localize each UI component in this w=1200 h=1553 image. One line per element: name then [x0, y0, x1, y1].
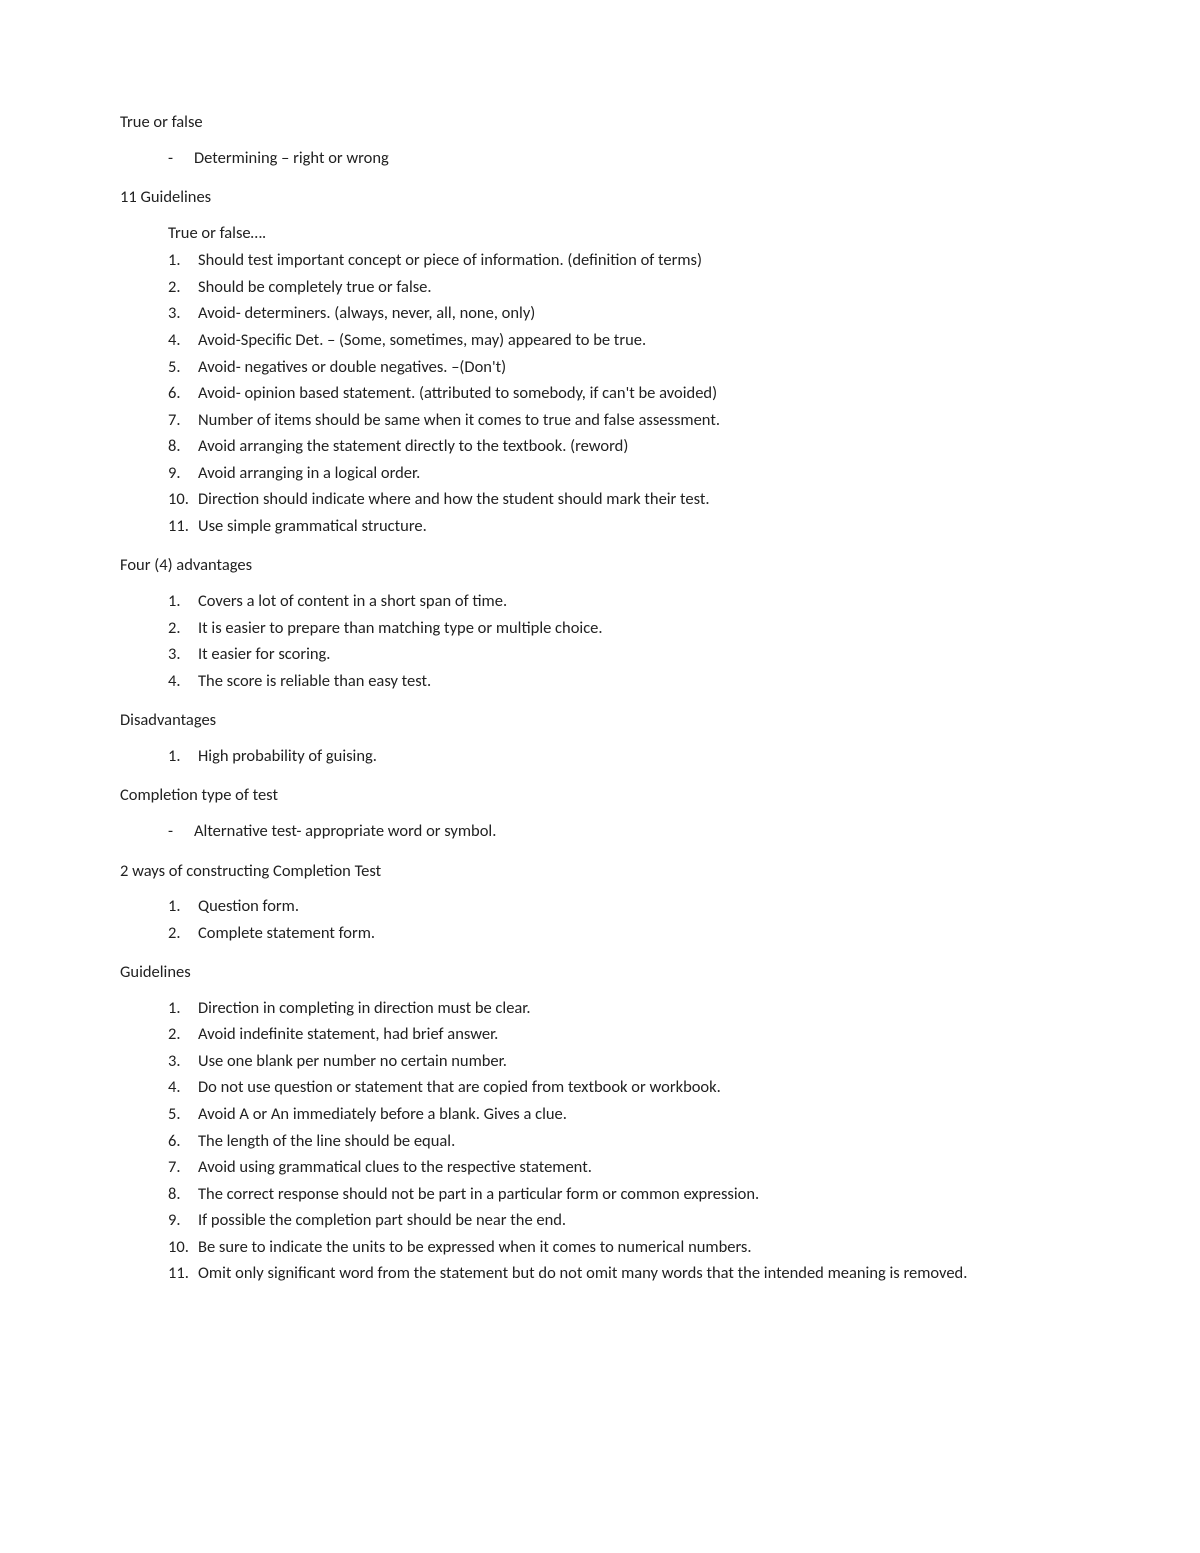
sub-heading: True or false….: [168, 221, 1080, 247]
list-item: Determining – right or wrong: [168, 146, 1080, 172]
list-item: Avoid arranging the statement directly t…: [168, 434, 1080, 460]
list-item: Avoid arranging in a logical order.: [168, 461, 1080, 487]
list-item: Complete statement form.: [168, 921, 1080, 947]
section-title: Completion type of test: [120, 783, 1080, 809]
list-item: Avoid- negatives or double negatives. –(…: [168, 355, 1080, 381]
list-item: The score is reliable than easy test.: [168, 669, 1080, 695]
list-item: Do not use question or statement that ar…: [168, 1075, 1080, 1101]
section-title: Guidelines: [120, 960, 1080, 986]
list-item: Should be completely true or false.: [168, 275, 1080, 301]
list-item: Avoid using grammatical clues to the res…: [168, 1155, 1080, 1181]
section-title: True or false: [120, 110, 1080, 136]
list-item: Be sure to indicate the units to be expr…: [168, 1235, 1080, 1261]
section-title: Four (4) advantages: [120, 553, 1080, 579]
list-item: Direction should indicate where and how …: [168, 487, 1080, 513]
section-title: Disadvantages: [120, 708, 1080, 734]
section-disadvantages: Disadvantages High probability of guisin…: [120, 708, 1080, 769]
ordered-list: High probability of guising.: [120, 744, 1080, 770]
document-page: True or false Determining – right or wro…: [0, 0, 1200, 1381]
list-item: Omit only significant word from the stat…: [168, 1261, 1080, 1287]
bullet-list: Alternative test- appropriate word or sy…: [120, 819, 1080, 845]
list-item: Alternative test- appropriate word or sy…: [168, 819, 1080, 845]
list-item: Direction in completing in direction mus…: [168, 996, 1080, 1022]
section-completion-type: Completion type of test Alternative test…: [120, 783, 1080, 844]
list-item: If possible the completion part should b…: [168, 1208, 1080, 1234]
list-item: Covers a lot of content in a short span …: [168, 589, 1080, 615]
list-item: Use simple grammatical structure.: [168, 514, 1080, 540]
list-item: Number of items should be same when it c…: [168, 408, 1080, 434]
list-item: It is easier to prepare than matching ty…: [168, 616, 1080, 642]
section-advantages: Four (4) advantages Covers a lot of cont…: [120, 553, 1080, 694]
ordered-list: Should test important concept or piece o…: [120, 248, 1080, 539]
section-guidelines: Guidelines Direction in completing in di…: [120, 960, 1080, 1287]
list-item: Question form.: [168, 894, 1080, 920]
list-item: Avoid- opinion based statement. (attribu…: [168, 381, 1080, 407]
list-item: The length of the line should be equal.: [168, 1129, 1080, 1155]
section-11-guidelines: 11 Guidelines True or false…. Should tes…: [120, 185, 1080, 539]
list-item: Should test important concept or piece o…: [168, 248, 1080, 274]
section-title: 11 Guidelines: [120, 185, 1080, 211]
ordered-list: Direction in completing in direction mus…: [120, 996, 1080, 1287]
ordered-list: Question form. Complete statement form.: [120, 894, 1080, 946]
list-item: Avoid A or An immediately before a blank…: [168, 1102, 1080, 1128]
section-title: 2 ways of constructing Completion Test: [120, 859, 1080, 885]
list-item: Avoid indefinite statement, had brief an…: [168, 1022, 1080, 1048]
list-item: It easier for scoring.: [168, 642, 1080, 668]
list-item: High probability of guising.: [168, 744, 1080, 770]
list-item: Avoid- determiners. (always, never, all,…: [168, 301, 1080, 327]
bullet-list: Determining – right or wrong: [120, 146, 1080, 172]
list-item: Use one blank per number no certain numb…: [168, 1049, 1080, 1075]
section-true-or-false: True or false Determining – right or wro…: [120, 110, 1080, 171]
section-two-ways: 2 ways of constructing Completion Test Q…: [120, 859, 1080, 947]
list-item: The correct response should not be part …: [168, 1182, 1080, 1208]
list-item: Avoid-Specific Det. – (Some, sometimes, …: [168, 328, 1080, 354]
ordered-list: Covers a lot of content in a short span …: [120, 589, 1080, 694]
